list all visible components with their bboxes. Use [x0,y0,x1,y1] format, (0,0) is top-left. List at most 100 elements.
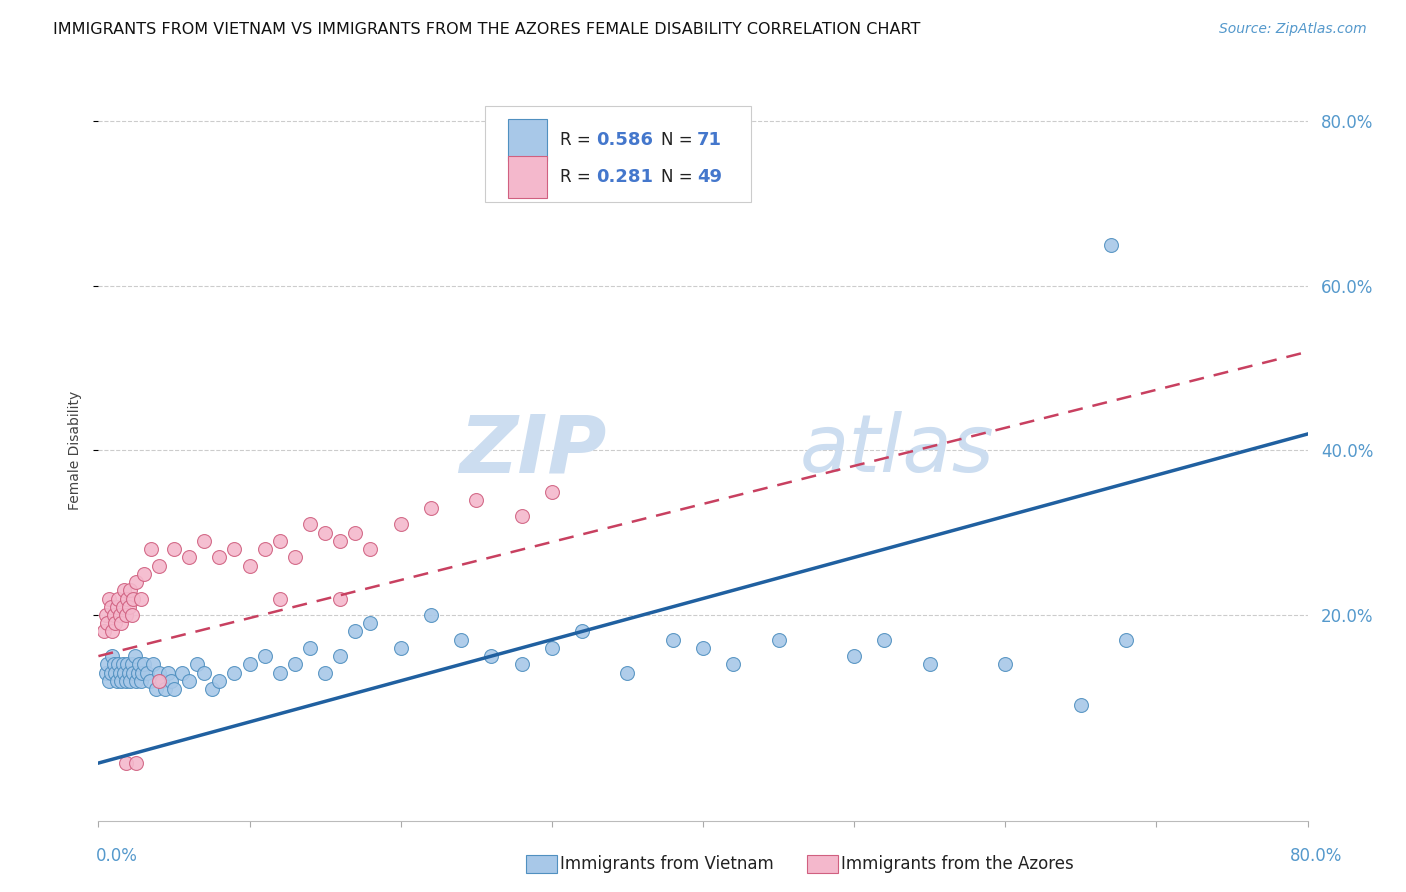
Point [100,599,122,614]
Point [112,665,135,680]
Point [96,657,118,672]
Point [873,632,896,647]
Point [104,616,127,631]
Point [208,673,231,688]
Point [131,665,153,680]
Text: ZIP: ZIP [458,411,606,490]
Point [163,681,186,696]
Y-axis label: Female Disability: Female Disability [69,391,83,510]
Point [329,649,352,664]
Point [510,657,533,672]
Point [105,599,128,614]
Text: 0.0%: 0.0% [96,847,138,865]
Point [98,591,121,606]
Point [156,665,179,680]
Point [108,665,131,680]
Point [269,533,291,548]
Point [120,673,142,688]
Point [101,624,124,639]
Point [661,632,683,647]
Point [93,624,115,639]
Point [918,657,941,672]
Point [115,591,138,606]
Text: 80.0%: 80.0% [1291,847,1343,865]
Point [112,583,135,598]
Point [100,665,122,680]
Point [239,657,262,672]
Point [450,632,472,647]
Point [127,665,149,680]
Point [153,681,176,696]
Point [208,550,231,565]
Point [107,591,129,606]
Point [128,657,150,672]
Point [118,599,141,614]
Point [96,616,118,631]
Point [141,542,163,557]
Point [314,665,336,680]
Point [114,607,136,622]
Point [186,657,208,672]
Point [148,558,170,573]
Point [389,640,412,655]
Point [148,673,170,688]
Point [844,649,866,664]
Point [111,657,134,672]
Point [299,640,322,655]
Point [360,616,382,631]
Text: IMMIGRANTS FROM VIETNAM VS IMMIGRANTS FROM THE AZORES FEMALE DISABILITY CORRELAT: IMMIGRANTS FROM VIETNAM VS IMMIGRANTS FR… [53,22,921,37]
Text: R =: R = [561,168,596,186]
Point [121,607,143,622]
Point [692,640,714,655]
Point [1070,698,1092,713]
Text: 71: 71 [697,130,721,149]
Point [108,607,131,622]
Point [768,632,790,647]
Point [125,756,148,770]
Point [179,673,201,688]
Point [122,665,145,680]
Point [616,665,638,680]
Point [129,673,152,688]
FancyBboxPatch shape [509,119,547,161]
Point [145,681,167,696]
Point [329,533,352,548]
Point [269,665,291,680]
Point [105,673,128,688]
Point [481,649,503,664]
Text: 0.586: 0.586 [596,130,654,149]
Point [103,657,125,672]
Point [104,665,127,680]
Point [103,607,125,622]
Point [269,591,291,606]
Point [253,542,276,557]
FancyBboxPatch shape [509,156,547,198]
Point [571,624,593,639]
Point [193,533,215,548]
Point [224,665,246,680]
Point [1099,237,1122,252]
Point [360,542,382,557]
Point [132,566,155,581]
Point [129,591,152,606]
Point [239,558,262,573]
Text: N =: N = [661,168,697,186]
Point [994,657,1017,672]
Point [344,624,367,639]
Point [329,591,352,606]
Point [124,649,146,664]
Point [344,525,367,540]
FancyBboxPatch shape [485,106,751,202]
Text: Immigrants from Vietnam: Immigrants from Vietnam [560,855,773,873]
Point [420,607,443,622]
Text: R =: R = [561,130,596,149]
Text: N =: N = [661,130,697,149]
Text: atlas: atlas [800,411,994,490]
Point [125,575,148,590]
Point [94,607,117,622]
Point [465,492,488,507]
Point [723,657,745,672]
Point [299,517,322,532]
Point [115,657,138,672]
Point [107,657,129,672]
